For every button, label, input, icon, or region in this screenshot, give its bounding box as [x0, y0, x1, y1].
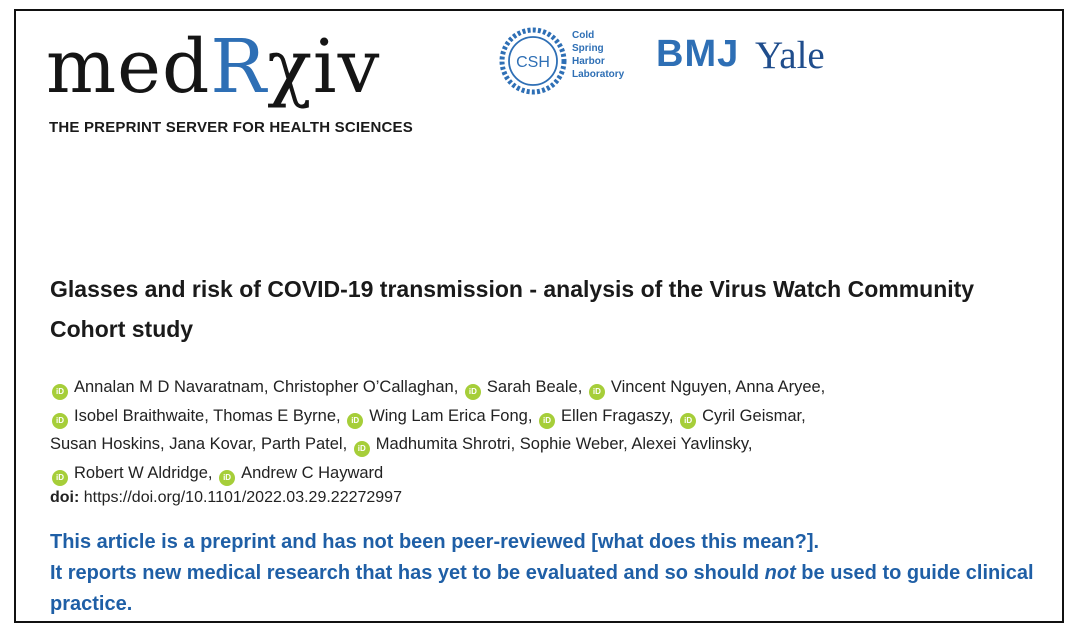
orcid-icon[interactable]: iD	[347, 412, 364, 429]
author-name[interactable]: iD Cyril Geismar,	[678, 407, 806, 429]
author-name[interactable]: Christopher O’Callaghan,	[273, 378, 459, 396]
notice-text-2: It reports new medical research that has…	[50, 562, 765, 584]
yale-logo[interactable]: Yale	[755, 34, 825, 77]
csh-line: Cold	[572, 30, 595, 41]
csh-line: Laboratory	[572, 69, 625, 80]
orcid-icon[interactable]: iD	[588, 384, 605, 400]
orcid-icon[interactable]: iD	[219, 469, 236, 486]
csh-logo-icon[interactable]: CSH	[498, 26, 568, 96]
author-name[interactable]: iD Wing Lam Erica Fong,	[345, 407, 532, 429]
author-name[interactable]: Parth Patel,	[260, 435, 348, 453]
preprint-notice: This article is a preprint and has not b…	[50, 527, 1050, 620]
csh-line: Harbor	[572, 56, 605, 67]
orcid-icon[interactable]: iD	[52, 412, 68, 429]
author-name[interactable]: Sophie Weber,	[519, 435, 628, 453]
author-name[interactable]: iD Vincent Nguyen,	[587, 378, 732, 400]
author-name[interactable]: iD Andrew C Hayward	[217, 464, 383, 486]
author-name[interactable]: iD Annalan M D Navaratnam,	[50, 378, 268, 400]
author-name[interactable]: Susan Hoskins,	[50, 435, 165, 453]
orcid-icon[interactable]: iD	[464, 384, 481, 400]
author-name[interactable]: Alexei Yavlinsky,	[631, 435, 753, 453]
csh-line: Spring	[572, 43, 604, 54]
author-name[interactable]: iD Ellen Fragaszy,	[537, 407, 674, 429]
author-name[interactable]: Anna Aryee,	[735, 378, 826, 396]
author-name[interactable]: Thomas E Byrne,	[213, 406, 341, 425]
what-does-this-mean-link[interactable]: [what does this mean?]	[591, 531, 814, 553]
medrxiv-logo[interactable]: medRχiv	[46, 17, 380, 117]
author-name[interactable]: iD Sarah Beale,	[463, 378, 582, 400]
author-list: iD Annalan M D Navaratnam, Christopher O’…	[50, 373, 1040, 487]
csh-badge-text: CSH	[516, 54, 550, 71]
notice-emphasis: not	[764, 562, 796, 584]
author-name[interactable]: Jana Kovar,	[169, 435, 257, 453]
orcid-icon[interactable]: iD	[539, 412, 556, 429]
orcid-icon[interactable]: iD	[52, 384, 68, 400]
orcid-icon[interactable]: iD	[353, 441, 370, 457]
logo-r: R	[210, 24, 268, 110]
doi-label: doi:	[50, 489, 80, 506]
preprint-header-card: medRχiv THE PREPRINT SERVER FOR HEALTH S…	[14, 9, 1064, 623]
notice-text-3: be used to guide clinical practice.	[50, 562, 1034, 615]
orcid-icon[interactable]: iD	[680, 412, 697, 429]
author-name[interactable]: iD Robert W Aldridge,	[50, 464, 212, 486]
doi-line: doi: https://doi.org/10.1101/2022.03.29.…	[50, 489, 402, 507]
doi-link[interactable]: https://doi.org/10.1101/2022.03.29.22272…	[83, 489, 402, 506]
tagline: THE PREPRINT SERVER FOR HEALTH SCIENCES	[49, 119, 413, 136]
notice-period: .	[813, 531, 820, 553]
logo-iv: iv	[312, 24, 381, 110]
csh-name: Cold Spring Harbor Laboratory	[572, 29, 624, 81]
article-title: Glasses and risk of COVID-19 transmissio…	[50, 276, 975, 342]
logo-chi: χ	[267, 24, 313, 110]
bmj-logo[interactable]: BMJ	[656, 33, 740, 75]
author-name[interactable]: iD Madhumita Shrotri,	[352, 435, 515, 457]
orcid-icon[interactable]: iD	[52, 469, 68, 486]
notice-text-1: This article is a preprint and has not b…	[50, 531, 592, 553]
logo-med: med	[46, 24, 211, 110]
author-name[interactable]: iD Isobel Braithwaite,	[50, 407, 209, 429]
